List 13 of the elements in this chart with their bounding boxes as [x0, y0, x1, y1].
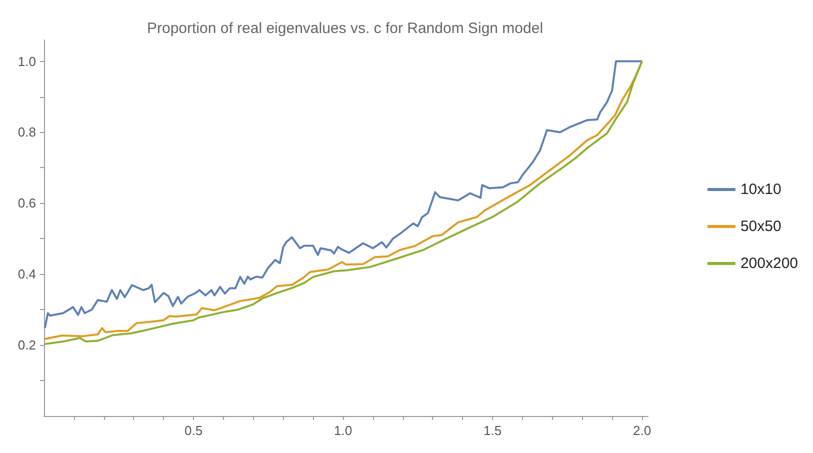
x-tick-label: 1.0	[334, 423, 352, 438]
legend-label: 50x50	[740, 218, 782, 235]
y-tick-label: 0.2	[18, 338, 36, 353]
chart-title: Proportion of real eigenvalues vs. c for Random Sign model	[146, 20, 544, 37]
y-tick-label: 0.8	[18, 124, 36, 140]
y-tick-label: 0.4	[18, 266, 36, 282]
x-tick-label: 0.5	[184, 423, 203, 438]
x-tick-label: 2.0	[632, 423, 652, 438]
y-tick-label: 1.0	[18, 54, 36, 69]
legend-label: 200x200	[740, 255, 798, 272]
legend-label: 10x10	[740, 181, 782, 198]
y-tick-label: 0.6	[18, 196, 36, 211]
x-tick-label: 1.5	[483, 423, 502, 438]
